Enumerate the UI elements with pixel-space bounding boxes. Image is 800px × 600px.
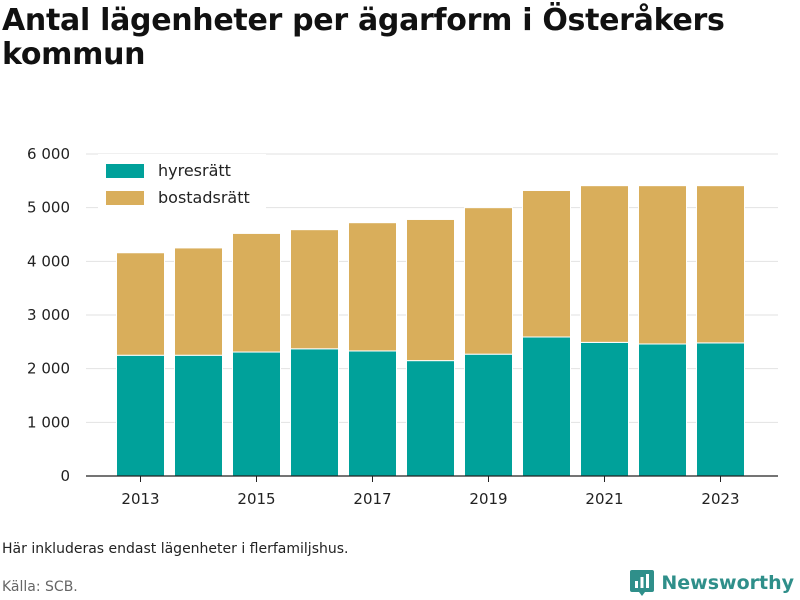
x-tick-label: 2023 — [701, 490, 739, 508]
legend-label-hyresrätt: hyresrätt — [158, 161, 231, 180]
legend-label-bostadsrätt: bostadsrätt — [158, 188, 250, 207]
y-tick-label: 4 000 — [27, 252, 70, 270]
bar-bostadsrätt-2016 — [290, 229, 339, 350]
bar-hyresrätt-2023 — [696, 342, 745, 477]
bar-hyresrätt-2021 — [580, 341, 629, 477]
source-label: Källa: SCB. — [2, 579, 78, 595]
bar-chart-badge-icon — [630, 570, 655, 596]
bar-hyresrätt-2017 — [348, 350, 397, 477]
bar-bostadsrätt-2022 — [638, 185, 687, 345]
bar-hyresrätt-2018 — [406, 360, 455, 477]
x-tick-label: 2019 — [469, 490, 507, 508]
bar-bostadsrätt-2013 — [116, 252, 165, 356]
stacked-bar-chart: 0 1 000 2 000 3 000 4 000 5 000 6 000 2013 2015… — [27, 145, 778, 508]
legend-swatch-bostadsrätt — [106, 191, 144, 205]
x-tick-label: 2017 — [353, 490, 391, 508]
bar-bostadsrätt-2023 — [696, 185, 745, 344]
y-tick-label: 1 000 — [27, 413, 70, 431]
brand-logo: Newsworthy — [629, 568, 794, 598]
bar-bostadsrätt-2019 — [464, 207, 513, 355]
y-tick-label: 3 000 — [27, 306, 70, 324]
chart-title: Antal lägenheter per ägarform i Österåke… — [2, 3, 725, 72]
bars — [116, 185, 745, 477]
bar-bostadsrätt-2020 — [522, 189, 571, 338]
y-tick-label: 0 — [60, 467, 70, 485]
y-tick-label: 6 000 — [27, 145, 70, 163]
y-tick-label: 2 000 — [27, 360, 70, 378]
bar-bostadsrätt-2017 — [348, 222, 397, 352]
bar-hyresrätt-2014 — [174, 354, 223, 477]
bar-bostadsrätt-2015 — [232, 232, 281, 353]
brand-name: Newsworthy — [661, 572, 794, 594]
bar-hyresrätt-2020 — [522, 336, 571, 477]
bar-hyresrätt-2019 — [464, 353, 513, 477]
bar-hyresrätt-2022 — [638, 343, 687, 477]
x-tick-label: 2021 — [585, 490, 623, 508]
x-tick-label: 2015 — [237, 490, 275, 508]
y-axis: 0 1 000 2 000 3 000 4 000 5 000 6 000 — [27, 145, 70, 485]
y-tick-label: 5 000 — [27, 199, 70, 217]
bar-bostadsrätt-2018 — [406, 218, 455, 362]
bar-bostadsrätt-2021 — [580, 185, 629, 343]
bar-bostadsrätt-2014 — [174, 247, 223, 356]
x-tick-label: 2013 — [121, 490, 159, 508]
bar-hyresrätt-2015 — [232, 351, 281, 477]
footnote: Här inkluderas endast lägenheter i flerf… — [2, 541, 349, 557]
legend-swatch-hyresrätt — [106, 164, 144, 178]
x-axis: 2013 2015 2017 2019 2021 2023 — [86, 475, 778, 508]
legend: hyresrätt bostadsrätt — [98, 154, 266, 216]
bar-hyresrätt-2016 — [290, 348, 339, 477]
bar-hyresrätt-2013 — [116, 354, 165, 477]
